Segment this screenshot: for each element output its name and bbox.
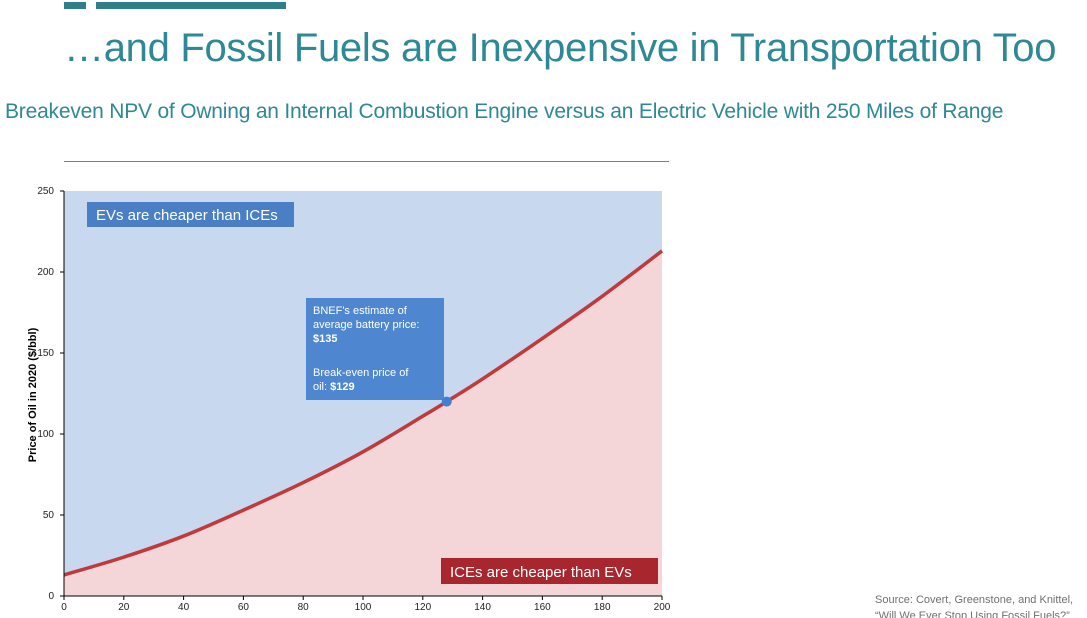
y-tick-label: 100	[37, 429, 54, 440]
slide-title: …and Fossil Fuels are Inexpensive in Tra…	[64, 26, 1057, 70]
x-tick-label: 60	[238, 602, 250, 613]
y-tick-label: 150	[37, 348, 54, 359]
x-tick-label: 100	[355, 602, 372, 613]
callout-value: $135	[313, 333, 337, 345]
breakeven-point	[441, 396, 452, 407]
callout-box	[306, 298, 444, 400]
divider	[64, 161, 669, 162]
y-tick-label: 50	[43, 510, 55, 521]
breakeven-curve	[63, 249, 664, 577]
ice-region-area	[64, 250, 662, 596]
breakeven-chart: 0 50 100 150 200 250 0 20 40 60 80 100 120 140 160 180…	[27, 186, 671, 613]
callout: BNEF's estimate of average battery price…	[306, 298, 444, 400]
y-tick-label: 0	[48, 591, 54, 602]
accent-bar	[64, 2, 86, 9]
ev-region-label-box	[87, 202, 294, 227]
y-tick-label: 250	[37, 186, 54, 197]
y-axis-label: Price of Oil in 2020 ($/bbl)	[27, 327, 39, 462]
callout-line: average battery price:	[313, 319, 419, 331]
ev-region-label-text: EVs are cheaper than ICEs	[96, 207, 278, 224]
callout-value: $129	[330, 381, 354, 393]
x-tick-label: 200	[654, 602, 671, 613]
x-tick-label: 160	[534, 602, 551, 613]
x-axis-ticks: 0 20 40 60 80 100 120 140 160 180 200	[61, 596, 671, 613]
x-tick-label: 20	[118, 602, 130, 613]
x-tick-label: 40	[178, 602, 190, 613]
callout-line: oil:	[313, 381, 330, 393]
callout-line: BNEF's estimate of	[313, 305, 408, 317]
y-axis-ticks: 0 50 100 150 200 250	[37, 186, 64, 602]
source-line: Source: Covert, Greenstone, and Knittel,	[875, 594, 1074, 606]
ev-region-label: EVs are cheaper than ICEs	[87, 202, 294, 227]
callout-line: Break-even price of	[313, 367, 409, 379]
slide-subtitle: Breakeven NPV of Owning an Internal Comb…	[5, 100, 1004, 123]
ice-region-label-text: ICEs are cheaper than EVs	[450, 564, 632, 581]
accent-bar	[96, 2, 286, 9]
source-note: Source: Covert, Greenstone, and Knittel,…	[875, 592, 1073, 618]
source-line: “Will We Ever Stop Using Fossil Fuels?”	[875, 610, 1070, 618]
callout-text: BNEF's estimate of average battery price…	[313, 305, 422, 393]
x-tick-label: 180	[594, 602, 611, 613]
x-tick-label: 140	[474, 602, 491, 613]
x-tick-label: 120	[414, 602, 431, 613]
ice-region-label-box	[441, 558, 658, 584]
y-tick-label: 200	[37, 267, 54, 278]
x-tick-label: 80	[298, 602, 310, 613]
ice-region-label: ICEs are cheaper than EVs	[441, 558, 658, 584]
x-tick-label: 0	[61, 602, 67, 613]
